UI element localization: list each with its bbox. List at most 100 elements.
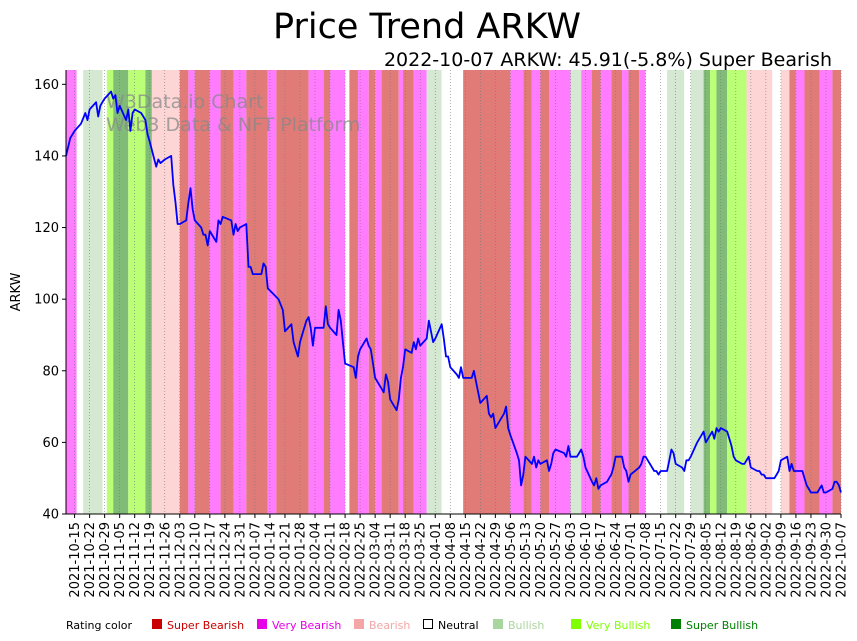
x-tick-label: 2022-03-25 <box>414 522 429 598</box>
rating-band-super-bullish <box>113 70 129 514</box>
rating-band-very-bearish <box>622 70 629 514</box>
rating-band-super-bearish <box>804 70 820 514</box>
rating-band-super-bearish <box>540 70 550 514</box>
x-tick-label: 2021-11-12 <box>128 522 143 598</box>
rating-band-super-bullish <box>716 70 728 514</box>
rating-band-bearish <box>746 70 773 514</box>
x-tick-label: 2022-06-10 <box>579 522 594 598</box>
legend-label-very-bearish: Very Bearish <box>272 619 341 632</box>
rating-bands <box>66 70 841 514</box>
x-tick-label: 2022-09-23 <box>804 522 819 598</box>
y-tick-label: 40 <box>42 508 59 523</box>
x-tick-label: 2022-04-08 <box>444 522 459 598</box>
x-tick-label: 2022-03-18 <box>399 522 414 598</box>
x-tick-label: 2022-01-28 <box>294 522 309 598</box>
legend-swatch-super-bearish <box>152 619 162 629</box>
x-tick-label: 2022-09-09 <box>774 522 789 598</box>
rating-band-very-bearish <box>66 70 77 514</box>
x-tick-label: 2021-12-10 <box>188 522 203 598</box>
y-tick-label: 160 <box>34 78 59 93</box>
rating-band-bullish <box>570 70 582 514</box>
rating-band-very-bearish <box>795 70 805 514</box>
rating-band-super-bullish <box>145 70 152 514</box>
x-gridlines <box>74 70 842 514</box>
legend-swatch-very-bullish <box>571 619 581 629</box>
rating-band-super-bearish <box>832 70 841 514</box>
x-tick-label: 2022-02-18 <box>339 522 354 598</box>
legend-swatch-super-bullish <box>671 619 681 629</box>
x-tick-label: 2022-07-01 <box>624 522 639 598</box>
x-tick-label: 2022-09-16 <box>789 522 804 598</box>
rating-band-super-bearish <box>246 70 268 514</box>
x-axis-ticks: 2021-10-15 2021-10-22 2021-10-29 2021-11-05… <box>68 514 850 598</box>
rating-band-super-bullish <box>703 70 711 514</box>
rating-band-very-bullish <box>727 70 747 514</box>
x-tick-label: 2022-07-29 <box>684 522 699 598</box>
x-tick-label: 2022-05-13 <box>519 522 534 598</box>
x-tick-label: 2022-03-04 <box>369 522 384 598</box>
rating-band-super-bearish <box>628 70 640 514</box>
rating-band-very-bearish <box>357 70 369 514</box>
legend-label-super-bullish: Super Bullish <box>686 619 758 632</box>
chart-subtitle: 2022-10-07 ARKW: 45.91(-5.8%) Super Bear… <box>384 49 832 71</box>
rating-band-very-bearish <box>330 70 346 514</box>
rating-band-super-bearish <box>179 70 189 514</box>
y-tick-label: 100 <box>34 293 59 308</box>
rating-band-bullish <box>690 70 704 514</box>
x-tick-label: 2022-02-25 <box>354 522 369 598</box>
rating-band-super-bearish <box>368 70 376 514</box>
x-tick-label: 2022-04-01 <box>429 522 444 598</box>
rating-band-neutral <box>76 70 84 514</box>
rating-band-super-bearish <box>220 70 234 514</box>
x-tick-label: 2021-11-26 <box>158 522 173 598</box>
x-tick-label: 2021-12-17 <box>203 522 218 598</box>
x-tick-label: 2022-07-08 <box>639 522 654 598</box>
y-tick-label: 120 <box>34 221 59 236</box>
x-tick-label: 2021-11-05 <box>113 522 128 598</box>
rating-band-very-bearish <box>531 70 541 514</box>
x-tick-label: 2022-05-27 <box>549 522 564 598</box>
rating-band-super-bearish <box>611 70 623 514</box>
legend-label-very-bullish: Very Bullish <box>586 619 650 632</box>
rating-band-super-bearish <box>194 70 210 514</box>
y-axis-ticks: 40 60 80 100 120 140 160 <box>34 78 66 523</box>
rating-band-very-bearish <box>209 70 221 514</box>
legend-swatch-bearish <box>354 619 364 629</box>
rating-band-very-bearish <box>581 70 592 514</box>
x-tick-label: 2022-09-02 <box>759 522 774 598</box>
rating-band-very-bullish <box>128 70 146 514</box>
legend-label-super-bearish: Super Bearish <box>167 619 244 632</box>
x-tick-label: 2021-10-22 <box>83 522 98 598</box>
x-tick-label: 2022-07-22 <box>669 522 684 598</box>
x-tick-label: 2021-12-31 <box>233 522 248 598</box>
x-tick-label: 2022-06-17 <box>594 522 609 598</box>
rating-band-very-bearish <box>600 70 612 514</box>
rating-band-super-bearish <box>276 70 309 514</box>
y-tick-label: 80 <box>42 364 59 379</box>
x-tick-label: 2022-01-07 <box>248 522 263 598</box>
x-tick-label: 2022-02-11 <box>324 522 339 598</box>
rating-band-very-bearish <box>639 70 646 514</box>
rating-legend: Rating color Super Bearish Very Bearish Bea… <box>66 619 758 632</box>
y-axis-label: ARKW <box>9 272 24 311</box>
rating-band-bullish <box>426 70 442 514</box>
x-tick-label: 2022-09-30 <box>819 522 834 598</box>
x-tick-label: 2022-01-14 <box>263 522 278 598</box>
rating-band-neutral <box>772 70 781 514</box>
x-tick-label: 2022-04-29 <box>489 522 504 598</box>
legend-swatch-neutral <box>423 619 433 629</box>
x-tick-label: 2022-05-06 <box>504 522 519 598</box>
rating-band-bearish <box>151 70 180 514</box>
rating-band-super-bearish <box>463 70 511 514</box>
rating-band-very-bearish <box>188 70 195 514</box>
rating-band-super-bearish <box>591 70 601 514</box>
x-tick-label: 2022-07-15 <box>654 522 669 598</box>
chart-title: Price Trend ARKW <box>273 7 581 47</box>
legend-label-bullish: Bullish <box>508 619 544 632</box>
x-tick-label: 2022-03-11 <box>384 522 399 598</box>
legend-swatch-bullish <box>493 619 503 629</box>
x-tick-label: 2022-08-12 <box>714 522 729 598</box>
rating-band-very-bullish <box>106 70 114 514</box>
x-tick-label: 2022-01-21 <box>278 522 293 598</box>
